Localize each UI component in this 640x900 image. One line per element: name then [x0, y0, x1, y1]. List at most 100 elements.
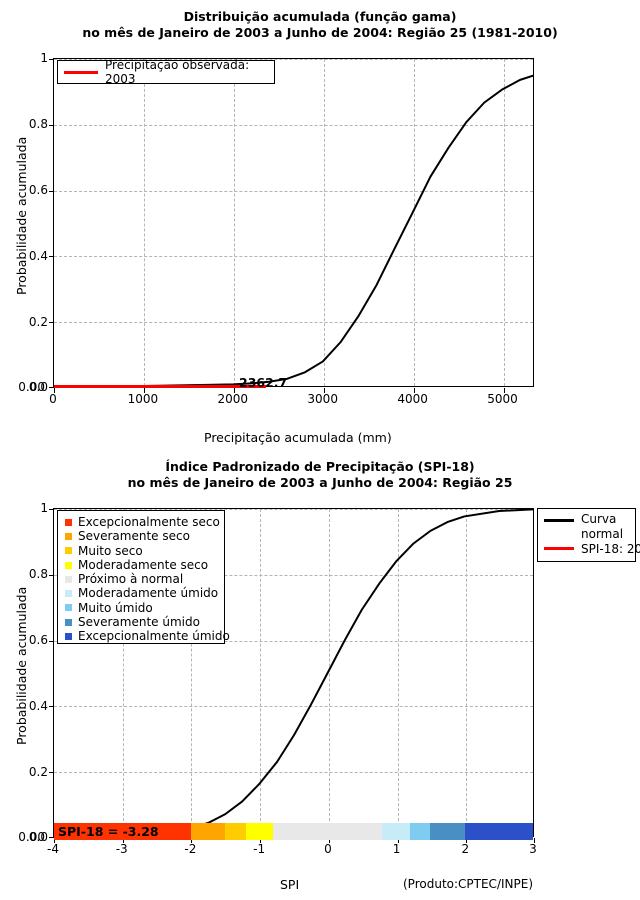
legend-label-sev-umido: Severamente úmido — [78, 614, 200, 629]
legend-label-exc-umido: Excepcionalmente úmido — [78, 629, 230, 644]
legend-label-sev-seco: Severamente seco — [78, 529, 190, 544]
swatch-icon-muito-seco — [65, 547, 72, 555]
gridline-spi-0 — [328, 509, 330, 836]
gridline-spi--1 — [260, 509, 262, 836]
colorbar-seg-proximo-normal — [273, 823, 383, 840]
spi-ytick-label-1.0: 1 — [40, 501, 48, 515]
spi-xtick-label--2: -2 — [184, 842, 197, 856]
legend-line-observed — [64, 70, 98, 74]
spi-xtick-2 — [466, 838, 468, 843]
observed-value-annotation: 2362.7 — [239, 375, 288, 390]
spi-xtick-3 — [534, 838, 535, 843]
ytick-label-1.0: 1 — [40, 51, 48, 65]
colorbar-seg-muito-umido — [409, 823, 431, 840]
xtick-2000 — [233, 388, 235, 393]
legend-label-muito-umido: Muito úmido — [78, 600, 153, 615]
gridline-y-1.0 — [54, 59, 533, 60]
legend-line-spi-2003 — [544, 547, 574, 550]
spi-xtick--1 — [260, 838, 262, 843]
legend-item-mod-umido: Moderadamente úmido — [58, 586, 224, 600]
ytick-0.4 — [49, 256, 54, 258]
spi-ytick-label-0.2: 0.2 — [28, 765, 48, 779]
xtick-5000 — [503, 388, 505, 393]
gridline-spi-y-0.4 — [54, 706, 533, 708]
ytick-label-0.8: 0.8 — [28, 117, 48, 131]
legend-item-sev-umido: Severamente úmido — [58, 615, 224, 629]
spi-title-line1: Índice Padronizado de Precipitação (SPI-… — [165, 459, 475, 474]
y-axis-title-top: Probabilidade acumulada — [14, 136, 29, 295]
colorbar-seg-sev-seco — [190, 823, 226, 840]
spi-ytick-1.0 — [49, 509, 54, 510]
xtick-1000 — [143, 388, 145, 393]
ytick-label-0.00: 0.00 — [18, 380, 45, 394]
page-title-line1: Distribuição acumulada (função gama) — [183, 9, 457, 24]
spi-xtick--4 — [54, 838, 55, 843]
legend-observed: Precipitação observada: 2003 — [57, 57, 275, 87]
colorbar-seg-exc-seco — [54, 823, 191, 840]
spi-xtick-label-2: 2 — [461, 842, 470, 856]
colorbar-seg-exc-umido — [464, 823, 534, 840]
ytick-0.8 — [49, 124, 54, 126]
swatch-icon-exc-seco — [65, 518, 72, 526]
xtick-label-1000: 1000 — [127, 392, 159, 406]
y-axis-title-bottom: Probabilidade acumulada — [14, 586, 29, 745]
spi-xtick-label-1: 1 — [392, 842, 401, 856]
legend-item-mod-seco: Moderadamente seco — [58, 558, 224, 572]
swatch-icon-mod-umido — [65, 590, 72, 598]
swatch-icon-sev-seco — [65, 532, 72, 540]
spi-ytick-0.2 — [49, 772, 54, 774]
legend-item-spi-2003: SPI-18: 2003 — [538, 542, 640, 557]
colorbar-seg-mod-seco — [245, 823, 273, 840]
spi-ytick-label-0.0-alt: 0.0 — [28, 830, 48, 844]
colorbar-seg-sev-umido — [430, 823, 465, 840]
plot-area-gamma — [49, 58, 534, 393]
swatch-icon-muito-umido — [65, 604, 72, 612]
gridline-x-5000 — [503, 59, 505, 386]
gridline-spi-y-0.8 — [54, 574, 533, 576]
legend-item-muito-seco: Muito seco — [58, 544, 224, 558]
gridline-y-0.2 — [54, 322, 533, 324]
ytick-label-0.2: 0.2 — [28, 315, 48, 329]
spi-xtick-label--3: -3 — [115, 842, 128, 856]
legend-label-observed: Precipitação observada: 2003 — [105, 57, 250, 87]
xtick-label-0: 0 — [49, 392, 57, 406]
legend-label-curva: Curva — [581, 512, 617, 526]
gridline-x-1000 — [143, 59, 145, 386]
gridline-spi-y-0.2 — [54, 772, 533, 774]
spi-xtick--2 — [191, 838, 193, 843]
legend-spi-series: Curva normal SPI-18: 2003 — [537, 508, 640, 562]
legend-item-proximo-normal: Próximo à normal — [58, 572, 224, 586]
swatch-icon-sev-umido — [65, 618, 72, 626]
spi-ytick-0.4 — [49, 706, 54, 708]
ytick-label-0.6: 0.6 — [28, 183, 48, 197]
ytick-label-0.4: 0.4 — [28, 249, 48, 263]
gridline-y-0.8 — [54, 124, 533, 126]
gridline-spi-y-0.6 — [54, 640, 533, 642]
ytick-0.6 — [49, 190, 54, 192]
spi-value-annotation: SPI-18 = -3.28 — [58, 824, 159, 839]
cumulative-gamma-chart-panel: Distribuição acumulada (função gama) no … — [14, 9, 558, 445]
legend-label-mod-umido: Moderadamente úmido — [78, 586, 219, 601]
swatch-icon-proximo-normal — [65, 575, 72, 583]
legend-line-curva-normal — [544, 519, 574, 522]
spi-ytick-label-0.8: 0.8 — [28, 567, 48, 581]
legend-label-curva-normal-block: Curva normal — [581, 512, 623, 542]
legend-item-exc-umido: Excepcionalmente úmido — [58, 629, 230, 643]
spi-xtick-label-0: 0 — [324, 842, 332, 856]
gamma-cdf-curve — [53, 74, 534, 387]
spi-chart-panel: Índice Padronizado de Precipitação (SPI-… — [0, 450, 640, 900]
xtick-4000 — [413, 388, 415, 393]
gridline-x-2000 — [233, 59, 235, 386]
spi-xtick-label--1: -1 — [253, 842, 266, 856]
spi-xtick--3 — [122, 838, 124, 843]
spi-category-colorbar — [54, 823, 534, 840]
colorbar-seg-muito-seco — [225, 823, 246, 840]
x-axis-title-top: Precipitação acumulada (mm) — [204, 430, 392, 445]
observed-precip-line — [54, 385, 266, 388]
gridline-y-0.4 — [54, 256, 533, 258]
spi-xtick-0 — [328, 838, 330, 843]
xtick-label-5000: 5000 — [487, 392, 518, 406]
legend-item-sev-seco: Severamente seco — [58, 529, 224, 543]
plot-area-spi — [49, 508, 535, 843]
gridline-spi--2 — [191, 509, 193, 836]
